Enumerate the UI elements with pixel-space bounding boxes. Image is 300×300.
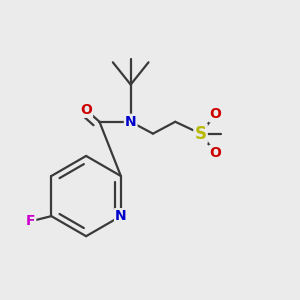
Text: F: F xyxy=(26,214,35,228)
Text: S: S xyxy=(194,125,206,143)
Text: O: O xyxy=(80,103,92,117)
Text: N: N xyxy=(115,209,127,223)
Text: O: O xyxy=(209,146,221,160)
Text: N: N xyxy=(125,115,136,129)
Text: O: O xyxy=(209,107,221,121)
